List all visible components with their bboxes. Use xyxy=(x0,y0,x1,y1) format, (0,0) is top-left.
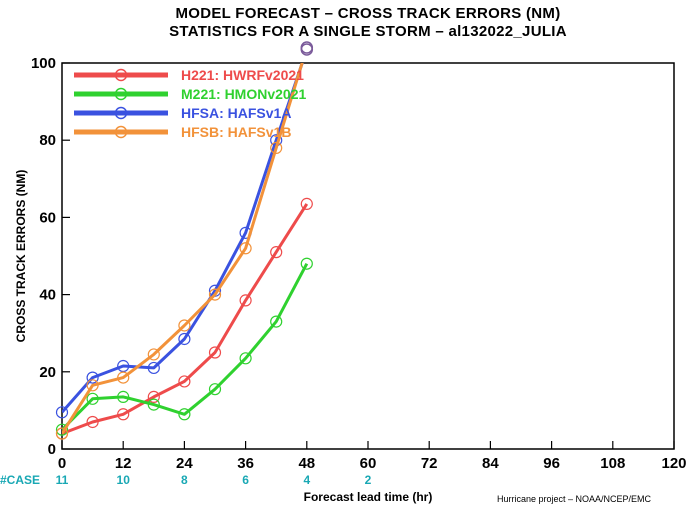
x-tick-label: 36 xyxy=(237,455,254,472)
x-tick-label: 84 xyxy=(482,455,499,472)
case-count-value: 11 xyxy=(56,473,69,487)
x-tick-label: 108 xyxy=(600,455,625,472)
x-axis: 0 12 24 36 48 60 72 84 96 108 120 xyxy=(58,441,687,472)
chart-title-line1: MODEL FORECAST – CROSS TRACK ERRORS (NM) xyxy=(175,5,560,22)
legend-swatch-marker xyxy=(114,106,128,120)
data-point xyxy=(117,390,130,403)
y-tick-label: 40 xyxy=(39,287,56,304)
legend-label: H221: HWRFv2021 xyxy=(181,67,304,83)
data-point xyxy=(55,427,69,440)
data-point xyxy=(239,352,252,365)
data-point xyxy=(300,197,313,210)
data-point xyxy=(208,383,222,396)
y-axis-label: CROSS TRACK ERRORS (NM) xyxy=(14,170,28,343)
data-point xyxy=(178,375,191,388)
legend-label: M221: HMONv2021 xyxy=(181,86,306,102)
legend: H221: HWRFv2021 M221: HMONv2021 HFSA: HAFS… xyxy=(74,67,306,140)
data-point xyxy=(147,390,160,403)
data-point xyxy=(147,348,160,361)
series-line xyxy=(62,63,304,435)
legend-swatch-marker xyxy=(114,68,128,82)
x-tick-label: 24 xyxy=(176,455,193,472)
data-point xyxy=(86,392,99,405)
y-tick-label: 20 xyxy=(39,364,56,381)
x-tick-label: 72 xyxy=(421,455,438,472)
series-1 xyxy=(55,257,313,436)
series-3 xyxy=(55,41,314,440)
legend-label: HFSB: HAFSv1B xyxy=(181,124,291,140)
case-count-value: 6 xyxy=(242,473,249,487)
x-tick-label: 0 xyxy=(58,455,66,472)
data-point xyxy=(117,371,130,384)
series-line xyxy=(62,262,309,431)
y-axis: 0 20 40 60 80 100 xyxy=(31,55,70,458)
x-axis-label: Forecast lead time (hr) xyxy=(304,490,433,504)
data-point xyxy=(239,294,252,307)
data-point xyxy=(270,141,283,155)
data-point xyxy=(147,361,160,375)
data-point xyxy=(86,379,99,392)
case-count-label: #CASE xyxy=(0,473,40,487)
data-point xyxy=(270,315,283,328)
legend-swatch-marker xyxy=(114,87,128,101)
series-line xyxy=(62,203,309,436)
y-tick-label: 80 xyxy=(39,132,56,149)
credit-text: Hurricane project – NOAA/NCEP/EMC xyxy=(497,494,652,504)
series-0 xyxy=(55,197,313,440)
x-tick-label: 60 xyxy=(360,455,377,472)
data-point xyxy=(147,398,160,411)
y-tick-label: 0 xyxy=(48,441,56,458)
case-count-value: 4 xyxy=(303,473,310,487)
data-point xyxy=(117,408,130,421)
data-point xyxy=(208,288,222,301)
x-tick-label: 96 xyxy=(543,455,560,472)
series-layer xyxy=(55,41,314,440)
x-tick-label: 48 xyxy=(298,455,315,472)
y-tick-label: 60 xyxy=(39,209,56,226)
y-tick-label: 100 xyxy=(31,55,56,72)
data-point xyxy=(239,242,252,255)
data-point xyxy=(178,319,191,332)
case-count-row: #CASE 11 10 8 6 4 2 xyxy=(0,473,372,487)
legend-label: HFSA: HAFSv1A xyxy=(181,105,291,121)
case-count-value: 2 xyxy=(365,473,372,487)
data-point xyxy=(300,257,313,270)
case-count-value: 10 xyxy=(117,473,131,487)
x-tick-label: 12 xyxy=(115,455,132,472)
data-point xyxy=(208,346,222,359)
data-point xyxy=(86,371,99,384)
data-point xyxy=(55,406,69,419)
data-point xyxy=(86,415,99,429)
series-line xyxy=(62,63,304,414)
data-point xyxy=(270,246,283,259)
data-point xyxy=(300,41,314,54)
data-point xyxy=(178,332,191,346)
legend-swatch-marker xyxy=(114,125,128,139)
data-point xyxy=(178,408,191,421)
chart-title-line2: STATISTICS FOR A SINGLE STORM – al132022… xyxy=(169,23,567,40)
case-count-value: 8 xyxy=(181,473,188,487)
x-tick-label: 120 xyxy=(661,455,686,472)
data-point xyxy=(55,423,69,436)
